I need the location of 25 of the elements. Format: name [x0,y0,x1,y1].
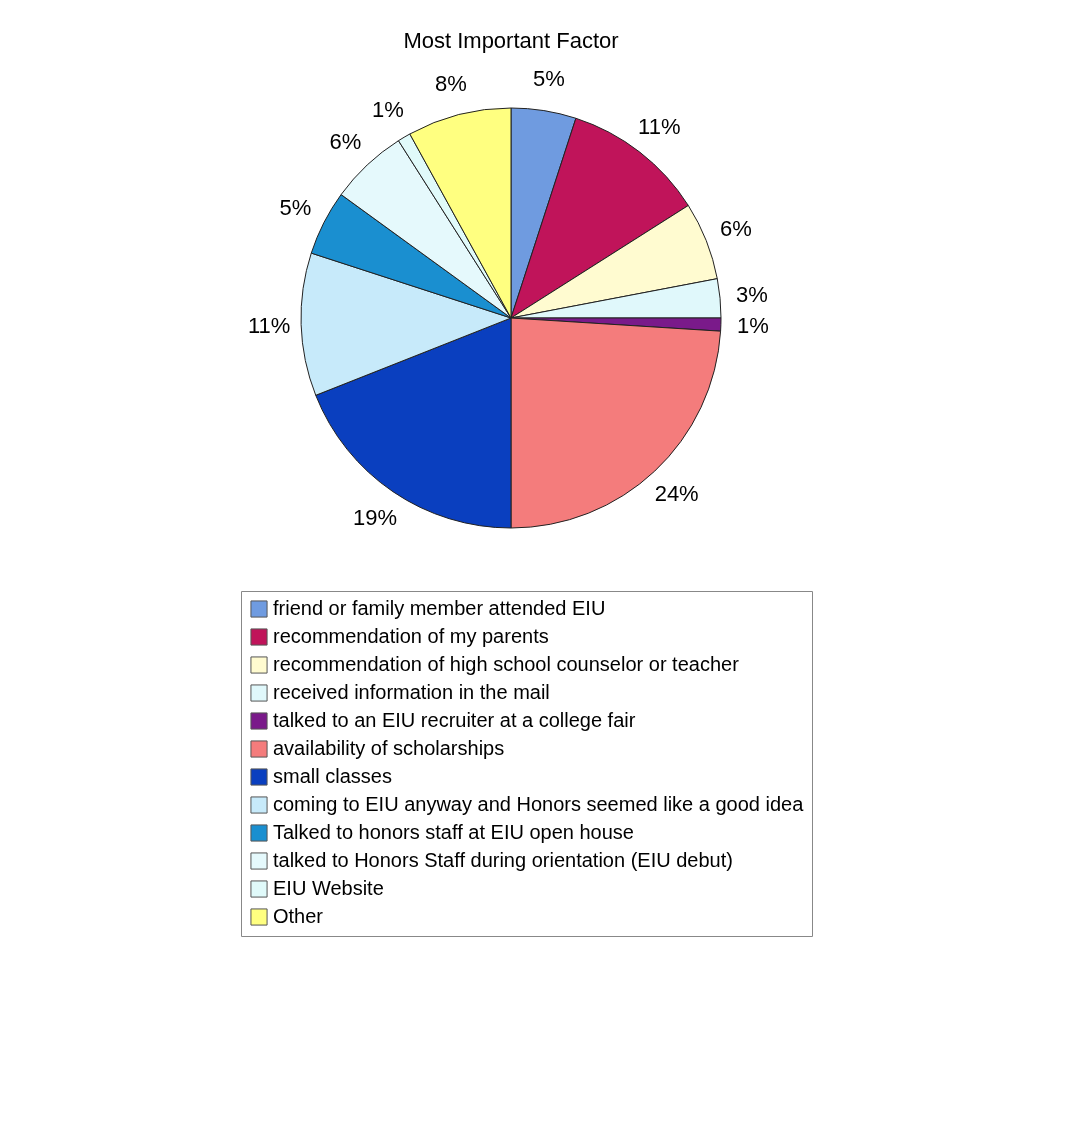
data-label: 6% [329,128,362,154]
legend-label: Other [273,905,324,927]
legend-label: Talked to honors staff at EIU open house [273,821,634,843]
legend-label: recommendation of high school counselor or teacher [273,653,740,675]
legend-label: small classes [273,765,392,787]
legend-label: talked to Honors Staff during orientation (EIU debut) [273,849,733,871]
data-label: 1% [736,312,769,338]
data-label: 11% [638,113,681,139]
data-label: 19% [352,505,397,531]
chart-title: Most Important Factor [403,28,619,53]
legend-label: EIU Website [273,877,384,899]
data-label: 6% [720,215,752,241]
legend-label: recommendation of my parents [273,625,549,647]
legend-label: availability of scholarships [273,737,505,759]
data-label: 5% [532,65,565,91]
legend-label: friend or family member attended EIU [273,597,606,619]
legend-label: received information in the mail [273,681,550,703]
data-label: 5% [279,195,312,221]
data-label: 1% [371,96,404,122]
data-label: 3% [736,282,768,308]
data-label: 24% [654,481,699,507]
data-label: 8% [434,70,467,96]
legend-label: talked to an EIU recruiter at a college fair [273,709,636,731]
data-label: 11% [247,312,291,338]
legend-label: coming to EIU anyway and Honors seemed like a good idea [273,793,805,815]
